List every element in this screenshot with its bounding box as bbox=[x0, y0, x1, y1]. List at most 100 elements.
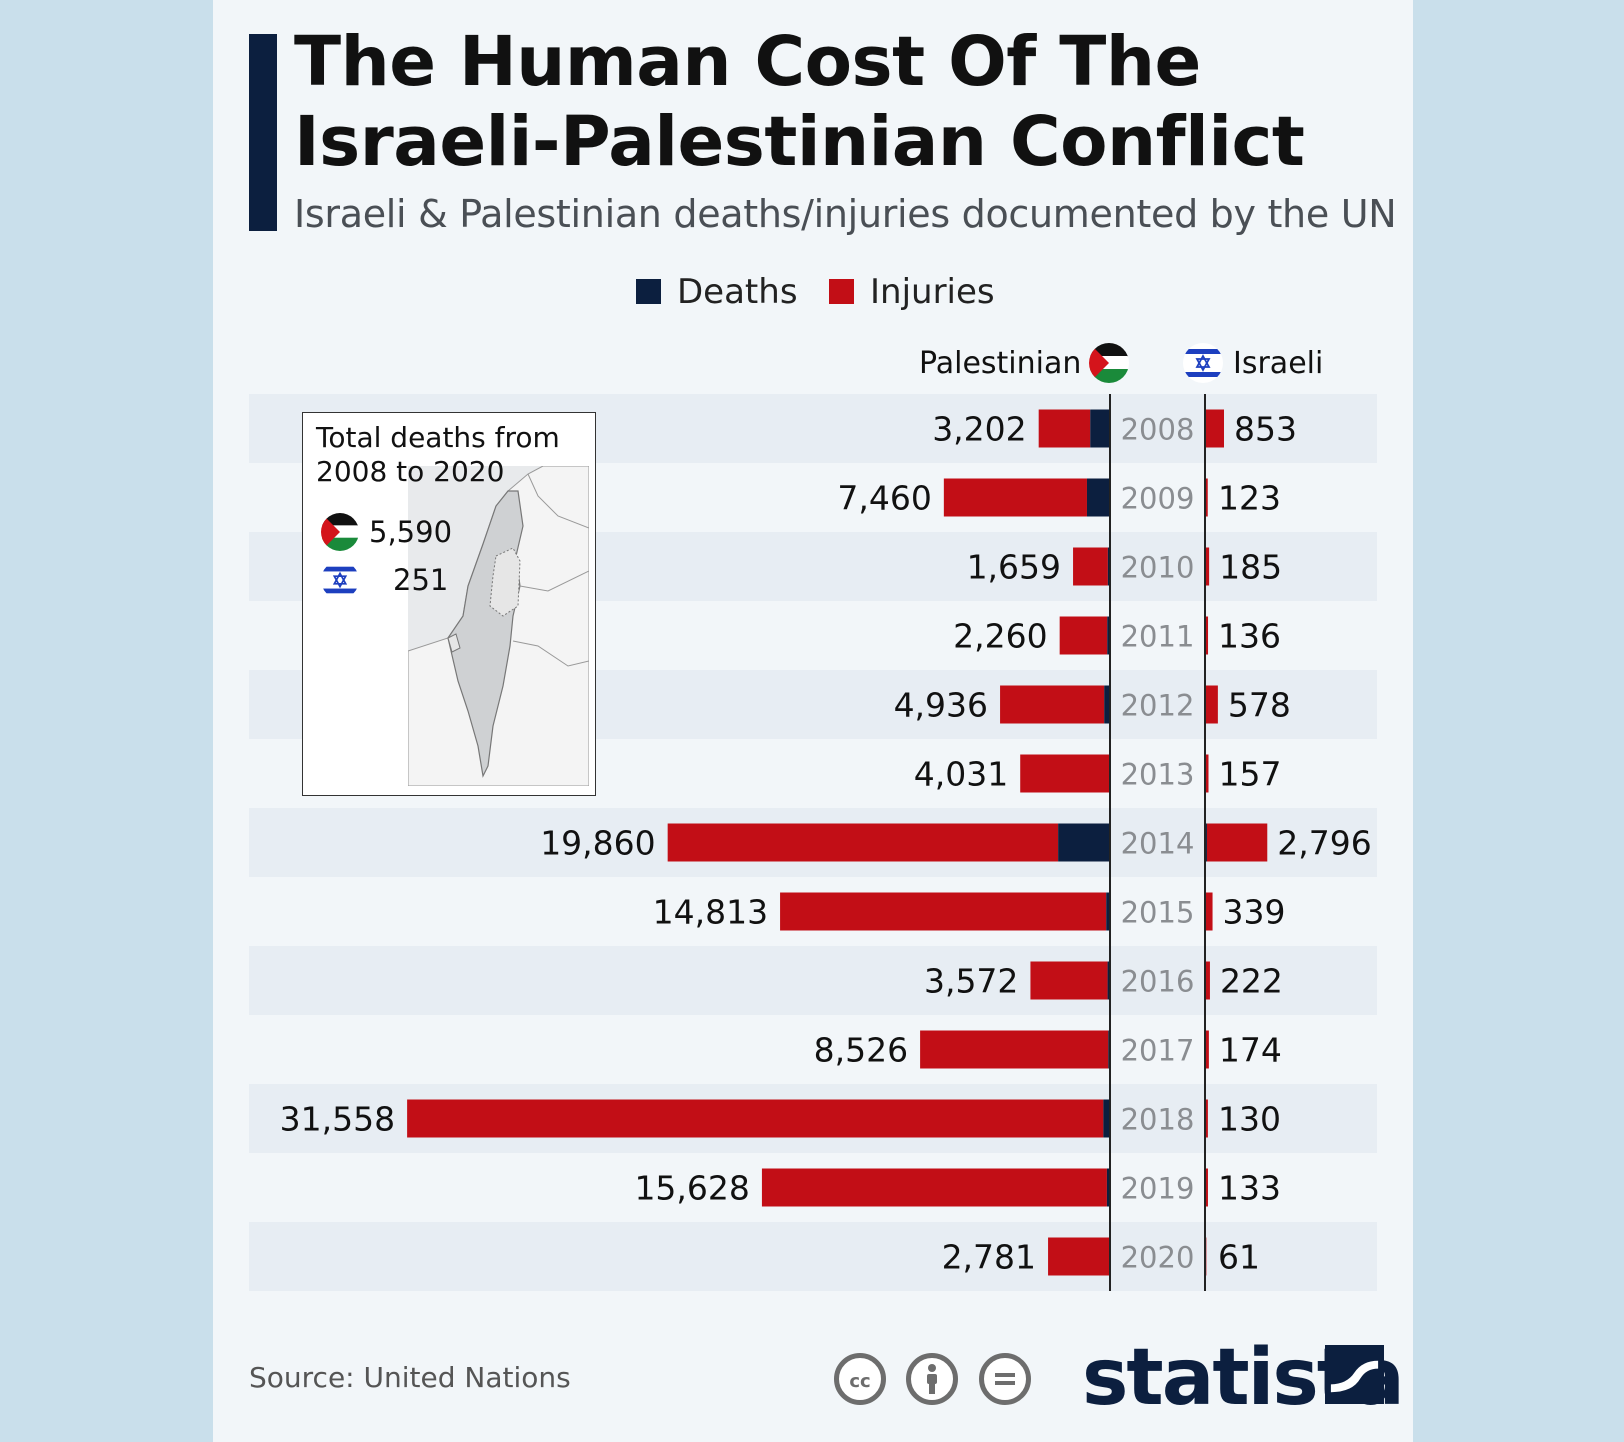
legend-injuries: Injuries bbox=[829, 272, 995, 312]
bar-israeli-injuries bbox=[1205, 685, 1218, 724]
legend-injuries-swatch bbox=[829, 279, 854, 304]
value-label-palestinian: 1,659 bbox=[967, 548, 1061, 587]
year-label: 2020 bbox=[1121, 1241, 1195, 1275]
bar-israeli-injuries bbox=[1205, 409, 1224, 448]
column-header-israeli: Israeli bbox=[1233, 346, 1324, 381]
chart-title: The Human Cost Of The Israeli-Palestinia… bbox=[294, 22, 1354, 182]
legend-deaths: Deaths bbox=[636, 272, 798, 312]
value-label-israeli: 222 bbox=[1220, 962, 1283, 1001]
bar-palestinian-injuries bbox=[920, 1030, 1109, 1069]
noderivs-icon[interactable] bbox=[979, 1353, 1031, 1405]
bar-palestinian-deaths bbox=[1090, 409, 1110, 448]
year-label: 2010 bbox=[1121, 551, 1195, 585]
bar-palestinian-injuries bbox=[780, 892, 1107, 931]
bar-palestinian-deaths bbox=[1086, 478, 1110, 517]
value-label-israeli: 2,796 bbox=[1277, 824, 1371, 863]
bar-palestinian-injuries bbox=[943, 478, 1087, 517]
source-note: Source: United Nations bbox=[249, 1361, 571, 1394]
year-label: 2015 bbox=[1121, 896, 1195, 930]
value-label-israeli: 157 bbox=[1218, 755, 1281, 794]
bar-palestinian-injuries bbox=[667, 823, 1059, 862]
value-label-palestinian: 7,460 bbox=[837, 479, 931, 518]
bar-israeli-injuries bbox=[1205, 1168, 1208, 1207]
bar-palestinian-deaths bbox=[1103, 1099, 1110, 1138]
value-label-palestinian: 3,202 bbox=[932, 410, 1026, 449]
row-band bbox=[249, 1222, 1377, 1291]
palestine-flag-icon bbox=[1089, 343, 1129, 383]
value-label-palestinian: 4,936 bbox=[894, 686, 988, 725]
bar-palestinian-injuries bbox=[1020, 754, 1110, 793]
inset-row-israeli: 251 bbox=[321, 561, 448, 599]
inset-title-line-1: Total deaths from bbox=[316, 421, 560, 454]
value-label-israeli: 578 bbox=[1228, 686, 1291, 725]
bar-israeli-injuries bbox=[1205, 961, 1210, 1000]
row-band bbox=[249, 946, 1377, 1015]
year-label: 2018 bbox=[1121, 1103, 1195, 1137]
value-label-palestinian: 2,781 bbox=[942, 1238, 1036, 1277]
value-label-palestinian: 3,572 bbox=[924, 962, 1018, 1001]
bar-palestinian-injuries bbox=[1073, 547, 1108, 586]
bar-palestinian-injuries bbox=[1059, 616, 1108, 655]
bar-palestinian-deaths bbox=[1106, 892, 1110, 931]
value-label-israeli: 853 bbox=[1234, 410, 1297, 449]
bar-israeli-injuries bbox=[1205, 616, 1209, 655]
value-label-palestinian: 2,260 bbox=[953, 617, 1047, 656]
bar-israeli-injuries bbox=[1205, 892, 1213, 931]
bar-palestinian-deaths bbox=[1106, 1168, 1110, 1207]
value-label-israeli: 136 bbox=[1218, 617, 1281, 656]
bar-israeli-injuries bbox=[1205, 1030, 1209, 1069]
value-label-israeli: 339 bbox=[1223, 893, 1286, 932]
total-deaths-inset: Total deaths from 2008 to 2020 5,590 251 bbox=[302, 412, 596, 796]
value-label-israeli: 133 bbox=[1218, 1169, 1281, 1208]
israel-flag-icon bbox=[321, 561, 359, 599]
israel-map-icon bbox=[408, 466, 589, 786]
value-label-palestinian: 14,813 bbox=[653, 893, 768, 932]
bar-palestinian-injuries bbox=[1038, 409, 1091, 448]
legend-deaths-label: Deaths bbox=[677, 272, 798, 312]
year-label: 2019 bbox=[1121, 1172, 1195, 1206]
bar-palestinian-deaths bbox=[1058, 823, 1110, 862]
value-label-palestinian: 4,031 bbox=[914, 755, 1008, 794]
bar-palestinian-injuries bbox=[1048, 1237, 1110, 1276]
year-label: 2009 bbox=[1121, 482, 1195, 516]
value-label-israeli: 174 bbox=[1219, 1031, 1282, 1070]
value-label-israeli: 123 bbox=[1218, 479, 1281, 518]
year-label: 2014 bbox=[1121, 827, 1195, 861]
bar-israeli-injuries bbox=[1206, 823, 1268, 862]
title-line-1: The Human Cost Of The bbox=[294, 22, 1201, 102]
inset-title: Total deaths from 2008 to 2020 bbox=[316, 421, 586, 489]
bar-palestinian-injuries bbox=[761, 1168, 1107, 1207]
value-label-israeli: 130 bbox=[1218, 1100, 1281, 1139]
cc-icon[interactable]: cc bbox=[834, 1353, 886, 1405]
title-accent-bar bbox=[249, 34, 277, 231]
value-label-palestinian: 31,558 bbox=[280, 1100, 395, 1139]
bar-israeli-injuries bbox=[1205, 547, 1210, 586]
statista-logo-mark-icon[interactable] bbox=[1325, 1345, 1384, 1404]
palestine-flag-icon bbox=[321, 513, 359, 551]
bar-palestinian-deaths bbox=[1107, 547, 1110, 586]
bar-palestinian-deaths bbox=[1107, 616, 1110, 655]
inset-row-palestinian: 5,590 bbox=[321, 513, 452, 551]
bar-palestinian-deaths bbox=[1104, 685, 1110, 724]
value-label-palestinian: 8,526 bbox=[814, 1031, 908, 1070]
svg-text:cc: cc bbox=[849, 1371, 870, 1392]
year-label: 2012 bbox=[1121, 689, 1195, 723]
attribution-icon[interactable] bbox=[906, 1353, 958, 1405]
value-label-israeli: 185 bbox=[1219, 548, 1282, 587]
value-label-palestinian: 15,628 bbox=[634, 1169, 749, 1208]
year-label: 2016 bbox=[1121, 965, 1195, 999]
year-label: 2011 bbox=[1121, 620, 1195, 654]
legend-injuries-label: Injuries bbox=[870, 272, 995, 312]
inset-palestinian-total: 5,590 bbox=[369, 515, 453, 549]
inset-israeli-total: 251 bbox=[393, 563, 449, 597]
chart-subtitle: Israeli & Palestinian deaths/injuries do… bbox=[294, 192, 1397, 236]
bar-palestinian-injuries bbox=[407, 1099, 1104, 1138]
israel-flag-icon bbox=[1183, 343, 1223, 383]
year-label: 2017 bbox=[1121, 1034, 1195, 1068]
bar-palestinian-deaths bbox=[1107, 961, 1110, 1000]
legend-deaths-swatch bbox=[636, 279, 661, 304]
bar-israeli-injuries bbox=[1205, 1099, 1208, 1138]
bar-israeli-injuries bbox=[1205, 754, 1209, 793]
value-label-israeli: 61 bbox=[1218, 1238, 1260, 1277]
